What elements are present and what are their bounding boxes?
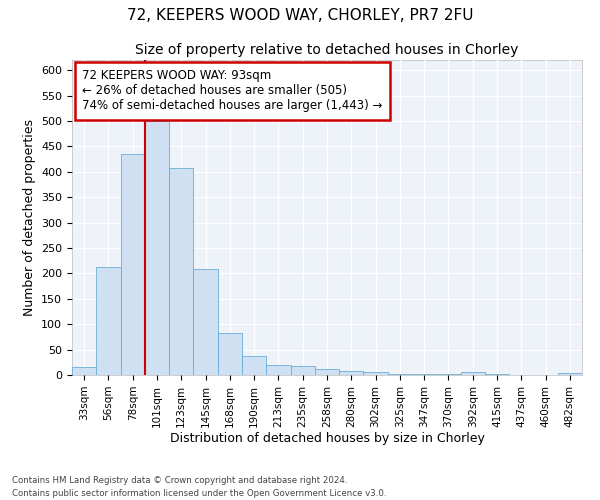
Bar [121, 154, 145, 375]
Bar [558, 373, 582, 375]
Bar [388, 374, 412, 375]
Bar [461, 372, 485, 375]
Text: Contains HM Land Registry data © Crown copyright and database right 2024.
Contai: Contains HM Land Registry data © Crown c… [12, 476, 386, 498]
Bar [218, 333, 242, 375]
Title: Size of property relative to detached houses in Chorley: Size of property relative to detached ho… [136, 44, 518, 58]
Bar [436, 374, 461, 375]
Bar [242, 356, 266, 375]
Bar [266, 365, 290, 375]
Bar [145, 121, 169, 375]
Bar [364, 372, 388, 375]
Text: 72, KEEPERS WOOD WAY, CHORLEY, PR7 2FU: 72, KEEPERS WOOD WAY, CHORLEY, PR7 2FU [127, 8, 473, 22]
Bar [193, 270, 218, 375]
Bar [412, 374, 436, 375]
Bar [96, 268, 121, 375]
Bar [290, 366, 315, 375]
Y-axis label: Number of detached properties: Number of detached properties [23, 119, 35, 316]
X-axis label: Distribution of detached houses by size in Chorley: Distribution of detached houses by size … [170, 432, 484, 446]
Bar [339, 372, 364, 375]
Text: 72 KEEPERS WOOD WAY: 93sqm
← 26% of detached houses are smaller (505)
74% of sem: 72 KEEPERS WOOD WAY: 93sqm ← 26% of deta… [82, 70, 383, 112]
Bar [485, 374, 509, 375]
Bar [72, 368, 96, 375]
Bar [169, 168, 193, 375]
Bar [315, 369, 339, 375]
